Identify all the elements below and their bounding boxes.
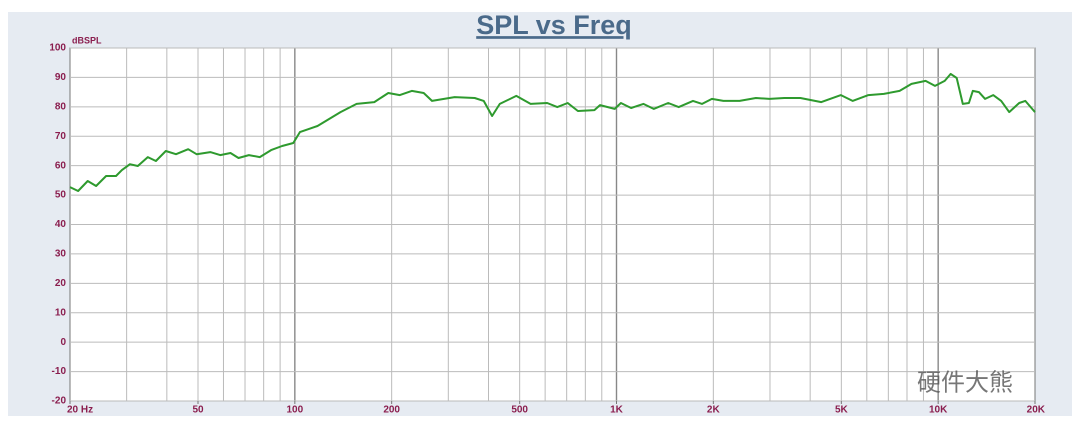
chart-title: SPL vs Freq	[476, 10, 632, 40]
y-tick-label: 30	[55, 249, 67, 260]
x-tick-label: 5K	[835, 405, 849, 416]
spl-line	[69, 72, 1036, 192]
y-tick-label: 60	[55, 160, 67, 171]
x-tick-label: 500	[511, 405, 528, 416]
y-tick-label: 20	[55, 278, 67, 289]
y-axis-label: dBSPL	[72, 35, 102, 45]
y-tick-label: -20	[52, 396, 67, 407]
y-tick-label: 80	[55, 101, 67, 112]
watermark: 硬件大熊	[917, 369, 1013, 396]
y-tick-label: 10	[55, 307, 67, 318]
y-tick-label: 0	[60, 337, 66, 348]
y-tick-label: 90	[55, 72, 67, 83]
x-tick-label: 100	[286, 405, 303, 416]
y-tick-label: 70	[55, 131, 67, 142]
x-tick-label: 1K	[610, 405, 624, 416]
x-tick-label: 20K	[1027, 405, 1046, 416]
y-tick-label: 50	[55, 190, 67, 201]
x-tick-label: 200	[383, 405, 400, 416]
x-tick-label: 20 Hz	[67, 405, 93, 416]
y-tick-label: 40	[55, 219, 67, 230]
x-tick-label: 50	[192, 405, 204, 416]
x-tick-label: 10K	[929, 405, 948, 416]
x-tick-label: 2K	[707, 405, 721, 416]
y-tick-label: 100	[49, 43, 66, 54]
y-tick-label: -10	[52, 366, 67, 377]
